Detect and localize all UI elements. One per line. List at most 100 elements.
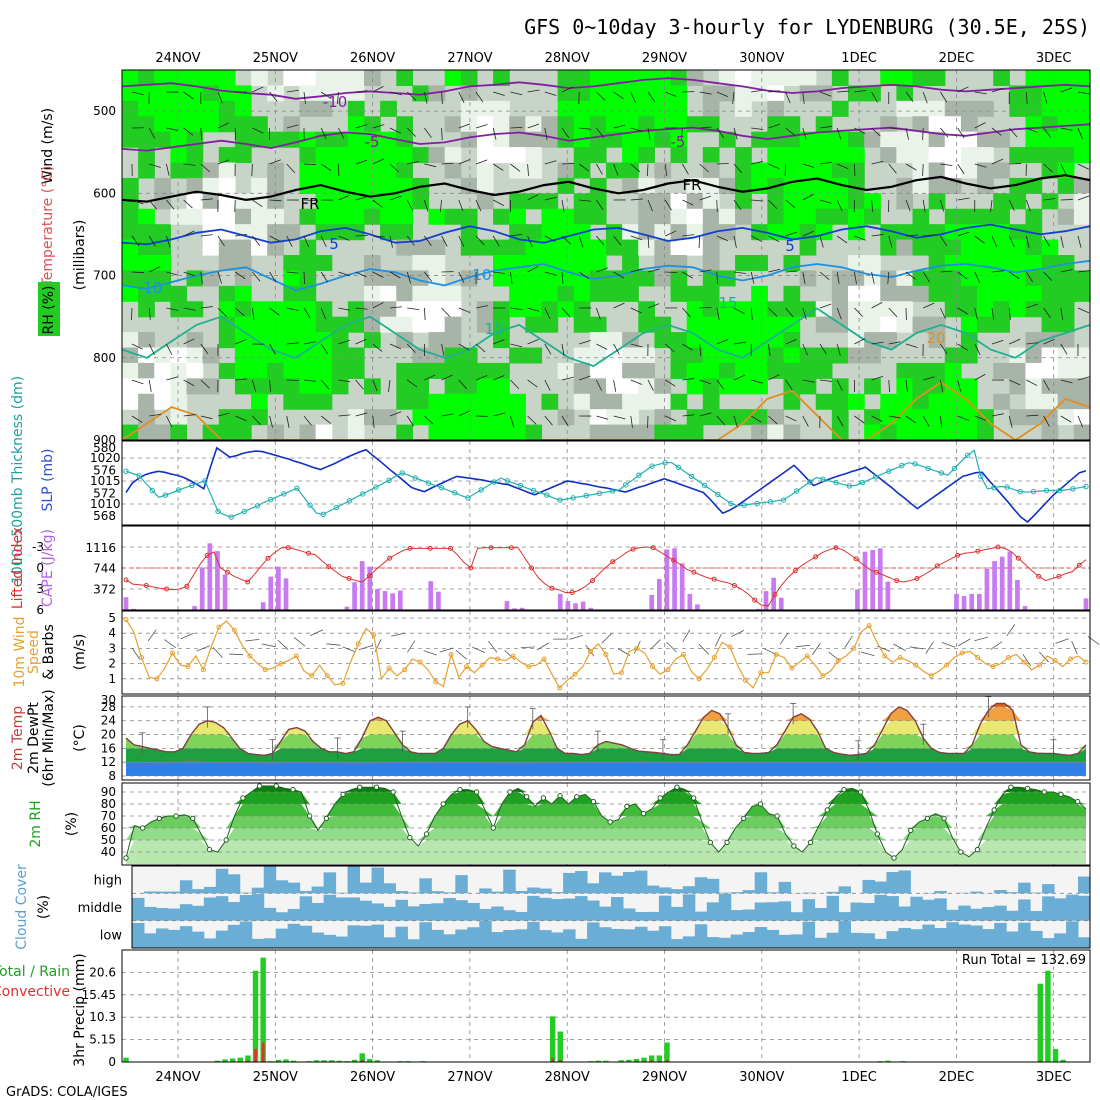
temp-band (126, 706, 1086, 721)
rh-cell (1009, 85, 1027, 102)
wind-barb (269, 343, 276, 355)
wind10-barb (812, 643, 821, 656)
wind-barb (991, 413, 1004, 417)
cloud-cell (1066, 894, 1079, 921)
rh-cell (864, 285, 881, 302)
wind-barb (940, 270, 953, 273)
rh-cell (525, 285, 543, 302)
rh-cell (622, 424, 639, 441)
wind-barb (217, 159, 230, 165)
rh-cell (154, 116, 171, 133)
rh-cell (767, 193, 785, 210)
rh-cell (783, 424, 801, 441)
rh-point (507, 789, 513, 795)
rh-cell (509, 208, 526, 225)
cloud-cell (143, 906, 157, 921)
precip-total-bar (557, 1031, 564, 1062)
rh-cell (1041, 409, 1059, 426)
wind10-point (835, 658, 841, 664)
wind-barb (252, 199, 263, 208)
cloud-cell (1078, 937, 1091, 948)
cloud-cell (754, 902, 768, 921)
rh-cell (509, 270, 526, 287)
cape-bar (954, 593, 959, 610)
rh-cell (589, 255, 607, 272)
wind-barb (148, 307, 151, 320)
rh-cell (670, 424, 688, 441)
y-tick-left: 568 (93, 509, 116, 523)
rh-cell (428, 285, 446, 302)
thickness-point (701, 482, 708, 489)
rh-point (290, 786, 296, 793)
thickness-point (373, 484, 379, 490)
rh-cell (799, 378, 817, 395)
rh-cell (299, 362, 317, 379)
rh-cell (944, 100, 962, 117)
rh-cell (234, 239, 252, 256)
isotherm-line (121, 77, 1091, 100)
rh-cell (460, 378, 478, 395)
y-tick-label: 700 (93, 269, 116, 283)
rh-cell (864, 255, 881, 272)
lifted-point (123, 577, 129, 583)
cloud-cell (802, 921, 816, 948)
rh-cell (1009, 193, 1027, 210)
rh-cell (702, 347, 720, 364)
cloud-cell (742, 909, 756, 921)
wind-barb (269, 235, 281, 242)
rh-point (273, 783, 279, 789)
rh-cell (1009, 100, 1027, 117)
rh-cell (122, 378, 139, 395)
wind-barb (286, 307, 299, 311)
lifted-point (853, 556, 859, 562)
thickness-point (517, 482, 524, 489)
rh-cell (1025, 255, 1043, 272)
cape-bar (588, 607, 594, 610)
wind-barb (389, 195, 402, 201)
wind-barb (991, 88, 1004, 93)
thickness-point (267, 496, 274, 503)
wind-barb (1026, 414, 1039, 417)
rh-cell (234, 332, 252, 349)
rh-cell (702, 85, 720, 102)
y-tick-label: 30 (101, 693, 116, 707)
rh-cell (1073, 347, 1091, 364)
y-axis-label-3: & Barbs (41, 624, 57, 680)
wind-barb (630, 307, 642, 314)
rh-cell (606, 116, 623, 133)
wind10-point (975, 655, 981, 661)
cloud-cell (395, 891, 408, 894)
lifted-point (326, 564, 332, 570)
wind-barb (492, 235, 500, 247)
wind-barb (664, 199, 672, 211)
rh-cell (606, 347, 623, 364)
rh-cell (541, 116, 559, 133)
y-tick-label: 2 (108, 657, 116, 671)
rh-cell (154, 239, 171, 256)
wind-barb (355, 338, 367, 345)
cloud-cell (203, 886, 217, 894)
wind-barb (183, 91, 194, 100)
wind-barb (269, 379, 272, 392)
rh-cell (1073, 85, 1091, 102)
rh-cell (993, 362, 1010, 379)
rh-cell (154, 85, 171, 102)
wind-barb (1008, 307, 1011, 320)
wind10-point (1021, 659, 1027, 665)
rh-cell (638, 393, 655, 410)
thickness-point (741, 502, 747, 508)
rh-cell (1073, 409, 1091, 426)
wind10-point (123, 617, 129, 623)
wind-barb (493, 375, 505, 381)
wind10-barb (714, 633, 722, 647)
cloud-cell (251, 938, 265, 948)
rh-cell (638, 239, 655, 256)
wind-barb (836, 343, 841, 356)
rh-cell (848, 316, 865, 333)
wind-barb (544, 235, 556, 242)
rh-cell (251, 193, 268, 210)
wind10-barb (698, 643, 709, 655)
rh-cell (1025, 85, 1043, 102)
rh-cell (799, 347, 817, 364)
rh-point (874, 831, 881, 837)
